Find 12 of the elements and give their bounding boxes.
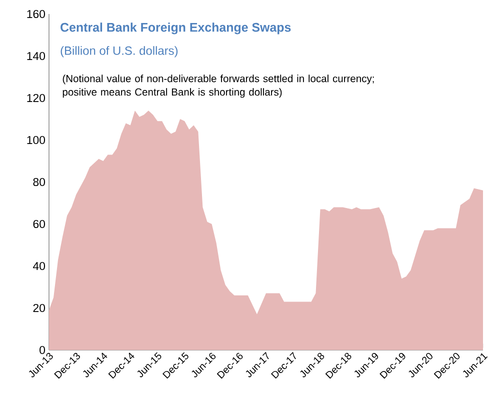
y-tick-label: 100 — [27, 136, 46, 144]
y-tick-label: 80 — [33, 178, 46, 186]
annotation: (Notional value of non-deliverable forwards settled in local currency; positive means Central Bank is shorting dollars) — [62, 74, 374, 98]
y-tick-label: 20 — [33, 304, 46, 312]
text: Central Bank Foreign Exchange Swaps — [60, 22, 291, 34]
y-tick-label: 140 — [27, 52, 46, 60]
text: (Billion of U.S. dollars) — [60, 46, 178, 58]
y-tick-label: 120 — [27, 94, 46, 102]
y-tick-label: 40 — [33, 262, 46, 270]
y-tick-label: 60 — [33, 220, 46, 228]
y-tick-label: 160 — [27, 10, 46, 18]
y-tick-label: 0 — [40, 346, 46, 354]
